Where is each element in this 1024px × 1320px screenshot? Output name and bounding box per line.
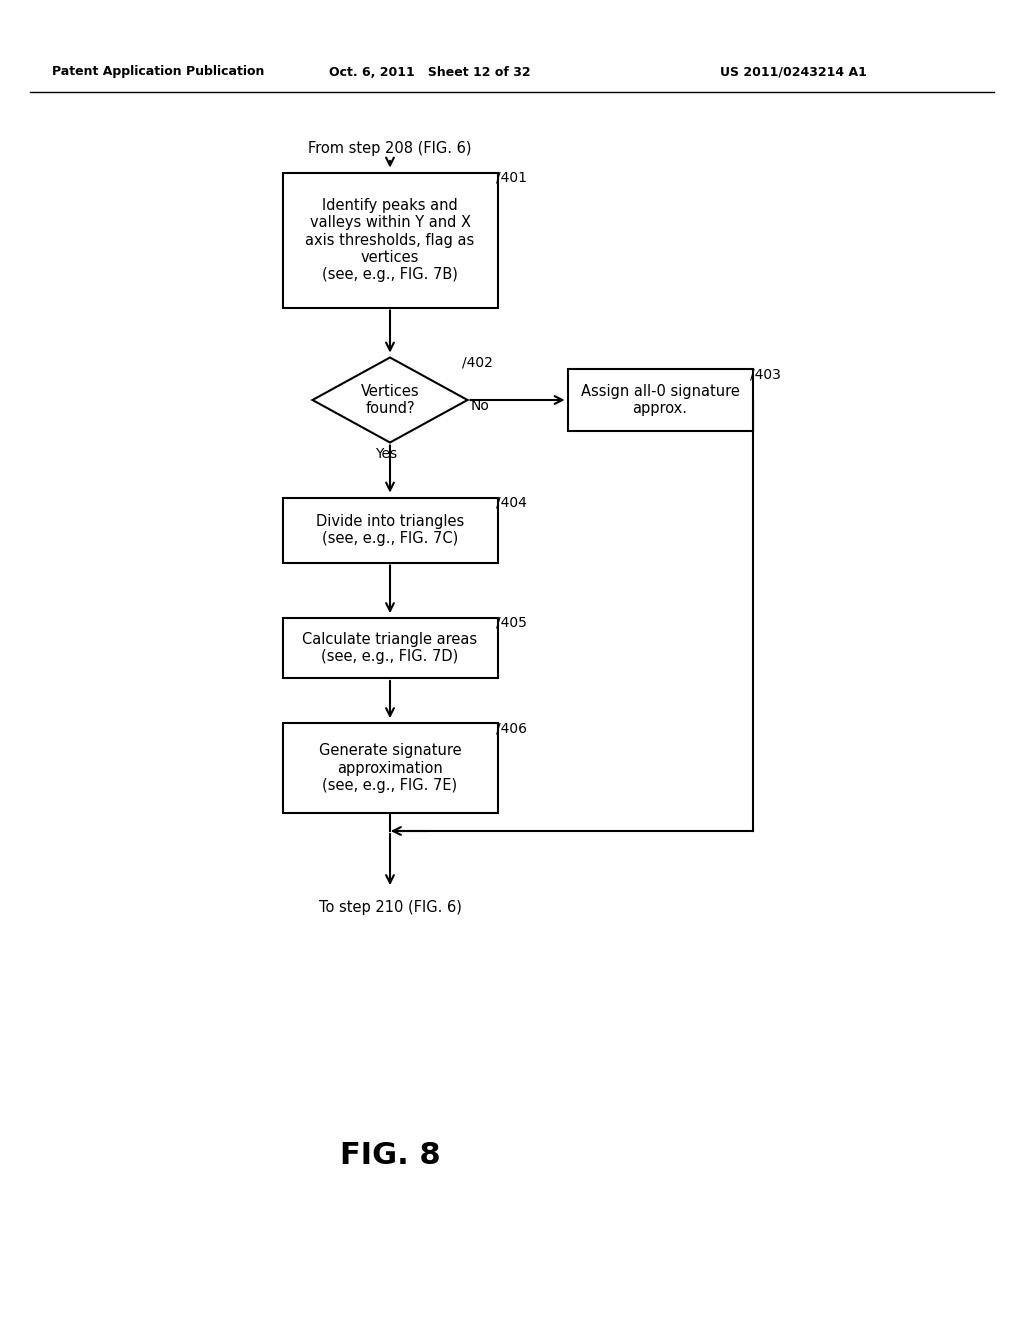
Text: FIG. 8: FIG. 8 xyxy=(340,1140,440,1170)
Text: US 2011/0243214 A1: US 2011/0243214 A1 xyxy=(720,66,867,78)
Text: /402: /402 xyxy=(463,355,494,370)
Text: Vertices
found?: Vertices found? xyxy=(360,384,419,416)
FancyBboxPatch shape xyxy=(283,618,498,678)
FancyBboxPatch shape xyxy=(283,173,498,308)
Text: From step 208 (FIG. 6): From step 208 (FIG. 6) xyxy=(308,140,472,156)
FancyBboxPatch shape xyxy=(567,370,753,432)
Text: No: No xyxy=(470,399,489,413)
Text: Oct. 6, 2011   Sheet 12 of 32: Oct. 6, 2011 Sheet 12 of 32 xyxy=(329,66,530,78)
Text: Divide into triangles
(see, e.g., FIG. 7C): Divide into triangles (see, e.g., FIG. 7… xyxy=(315,513,464,546)
FancyBboxPatch shape xyxy=(283,723,498,813)
Text: Yes: Yes xyxy=(375,447,397,462)
Text: /406: /406 xyxy=(496,721,526,735)
Text: Generate signature
approximation
(see, e.g., FIG. 7E): Generate signature approximation (see, e… xyxy=(318,743,462,793)
Text: Assign all-0 signature
approx.: Assign all-0 signature approx. xyxy=(581,384,739,416)
Text: /403: /403 xyxy=(751,367,781,381)
Polygon shape xyxy=(312,358,468,442)
Text: Calculate triangle areas
(see, e.g., FIG. 7D): Calculate triangle areas (see, e.g., FIG… xyxy=(302,632,477,664)
Text: To step 210 (FIG. 6): To step 210 (FIG. 6) xyxy=(318,900,462,915)
FancyBboxPatch shape xyxy=(283,498,498,562)
Text: /404: /404 xyxy=(496,495,526,510)
Text: /401: /401 xyxy=(496,170,526,185)
Text: /405: /405 xyxy=(496,616,526,630)
Text: Identify peaks and
valleys within Y and X
axis thresholds, flag as
vertices
(see: Identify peaks and valleys within Y and … xyxy=(305,198,475,282)
Text: Patent Application Publication: Patent Application Publication xyxy=(52,66,264,78)
